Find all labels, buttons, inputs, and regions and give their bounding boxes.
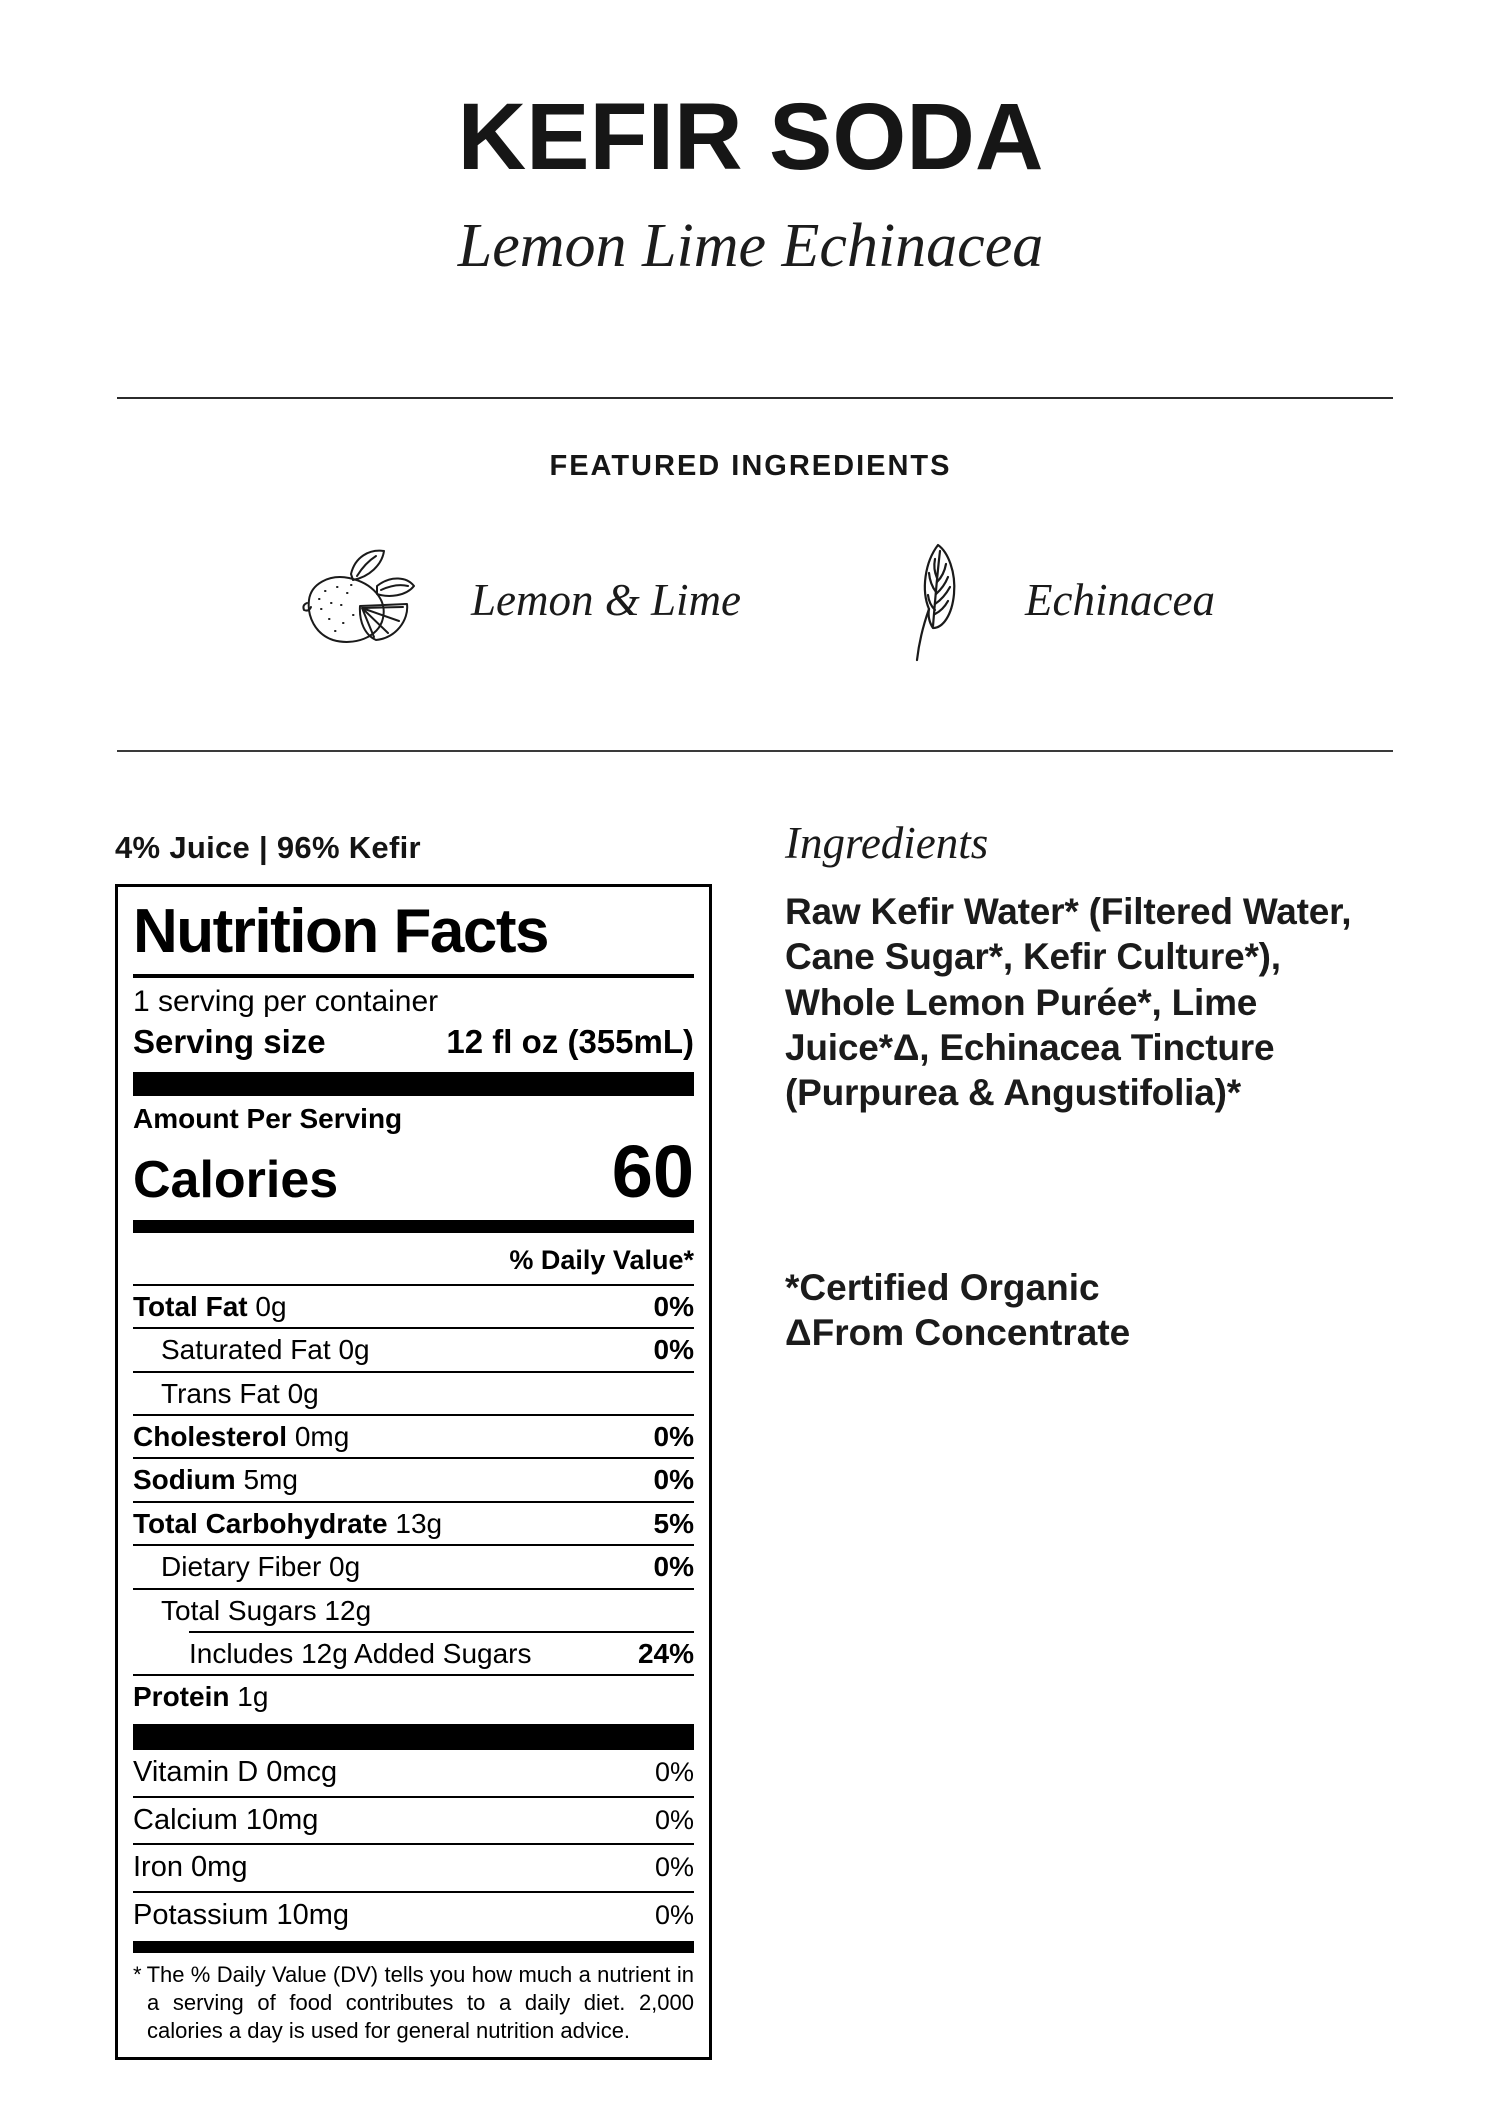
- footnote-asterisk: *: [133, 1962, 142, 1988]
- calories-value: 60: [611, 1129, 694, 1213]
- ingredients-column: Ingredients Raw Kefir Water* (Filtered W…: [785, 818, 1465, 1355]
- serving-size-value: 12 fl oz (355mL): [446, 1022, 694, 1060]
- divider-middle: [117, 750, 1393, 752]
- calories-label: Calories: [133, 1150, 339, 1209]
- hairline: [133, 1370, 694, 1373]
- ingredients-list-text: Raw Kefir Water* (Filtered Water, Cane S…: [785, 891, 1352, 1113]
- juice-kefir-ratio: 4% Juice | 96% Kefir: [115, 830, 421, 865]
- ingredients-heading: Ingredients: [785, 818, 989, 868]
- ingredients-notes: *Certified Organic ΔFrom Concentrate: [785, 1265, 1465, 1355]
- nutrient-row-cholesterol: Cholesterol 0mg 0%: [133, 1421, 694, 1453]
- nutrient-row-saturated-fat: Saturated Fat 0g 0%: [161, 1334, 694, 1366]
- servings-per-container: 1 serving per container: [133, 984, 439, 1018]
- featured-item-label: Echinacea: [1025, 575, 1215, 625]
- thick-divider-bar: [133, 1723, 694, 1750]
- note-from-concentrate: ΔFrom Concentrate: [785, 1312, 1131, 1353]
- nutrient-row-total-carbohydrate: Total Carbohydrate 13g 5%: [133, 1507, 694, 1539]
- flavor-subtitle: Lemon Lime Echinacea: [457, 211, 1044, 280]
- daily-value-footnote: * The % Daily Value (DV) tells you how mu…: [133, 1961, 694, 2045]
- nutrition-column: 4% Juice | 96% Kefir Nutrition Facts 1 s…: [115, 830, 712, 2060]
- nutrient-row-sodium: Sodium 5mg 0%: [133, 1464, 694, 1496]
- hairline: [133, 1284, 694, 1287]
- serving-size-label: Serving size: [133, 1022, 326, 1060]
- lemon-lime-icon: [295, 547, 423, 653]
- hairline: [133, 1674, 694, 1677]
- header: KEFIR SODA Lemon Lime Echinacea: [0, 84, 1501, 280]
- hairline: [133, 1414, 694, 1417]
- note-certified-organic: *Certified Organic: [785, 1266, 1100, 1308]
- medium-divider-bar: [133, 1219, 694, 1233]
- thick-divider-bar: [133, 1071, 694, 1096]
- calories-row: Calories 60: [133, 1129, 694, 1213]
- featured-ingredients-heading: FEATURED INGREDIENTS: [549, 450, 952, 482]
- featured-item-echinacea: Echinacea: [891, 538, 1215, 662]
- nutrient-row-total-sugars: Total Sugars 12g: [161, 1594, 372, 1626]
- nutrient-row-total-fat: Total Fat 0g 0%: [133, 1291, 694, 1323]
- nutrient-row-trans-fat: Trans Fat 0g: [161, 1377, 319, 1409]
- echinacea-icon: [891, 538, 977, 662]
- featured-item-label: Lemon & Lime: [471, 575, 742, 625]
- nutrient-row-dietary-fiber: Dietary Fiber 0g 0%: [161, 1551, 694, 1583]
- nutrition-facts-title: Nutrition Facts: [133, 898, 694, 978]
- vitamin-row-calcium: Calcium 10mg 0%: [133, 1803, 694, 1836]
- medium-divider-bar: [133, 1941, 694, 1954]
- nutrient-row-protein: Protein 1g: [133, 1681, 269, 1713]
- hairline: [133, 1327, 694, 1330]
- featured-ingredients-row: Lemon & Lime Echinacea: [117, 538, 1393, 662]
- serving-size-row: Serving size 12 fl oz (355mL): [133, 1021, 694, 1064]
- hairline: [133, 1843, 694, 1846]
- divider-top: [117, 397, 1393, 399]
- vitamin-row-iron: Iron 0mg 0%: [133, 1851, 694, 1884]
- daily-value-header: % Daily Value*: [509, 1244, 694, 1275]
- hairline: [133, 1457, 694, 1460]
- hairline: [133, 1891, 694, 1894]
- vitamin-row-vitamin-d: Vitamin D 0mcg 0%: [133, 1755, 694, 1788]
- amount-per-serving-label: Amount Per Serving: [133, 1102, 403, 1134]
- nutrition-facts-panel: Nutrition Facts 1 serving per container …: [115, 884, 712, 2060]
- vitamin-row-potassium: Potassium 10mg 0%: [133, 1899, 694, 1932]
- hairline-indented: [189, 1630, 694, 1633]
- hairline: [133, 1500, 694, 1503]
- featured-item-lemon-lime: Lemon & Lime: [295, 547, 741, 653]
- footnote-text: The % Daily Value (DV) tells you how muc…: [146, 1962, 694, 2044]
- hairline: [133, 1544, 694, 1547]
- product-title: KEFIR SODA: [457, 84, 1044, 190]
- nutrient-row-added-sugars: Includes 12g Added Sugars 24%: [189, 1637, 694, 1669]
- hairline: [133, 1795, 694, 1798]
- hairline: [133, 1587, 694, 1590]
